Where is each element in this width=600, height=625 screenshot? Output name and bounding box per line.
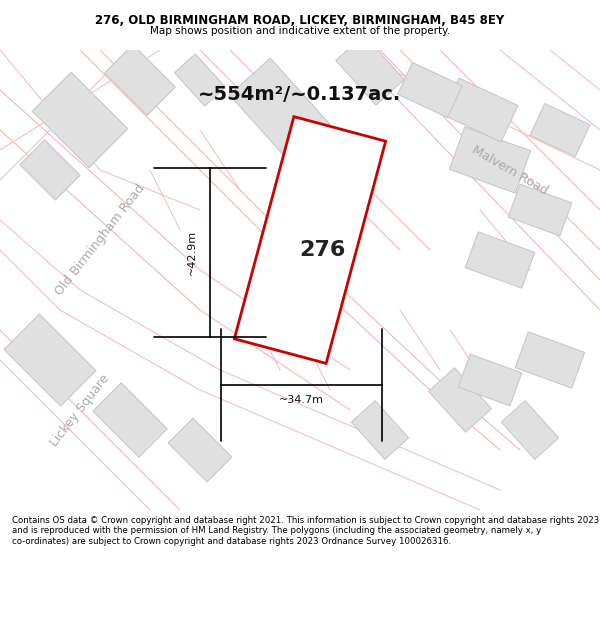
Polygon shape <box>502 401 559 459</box>
Text: 276, OLD BIRMINGHAM ROAD, LICKEY, BIRMINGHAM, B45 8EY: 276, OLD BIRMINGHAM ROAD, LICKEY, BIRMIN… <box>95 14 505 27</box>
Polygon shape <box>175 54 226 106</box>
Polygon shape <box>104 44 175 116</box>
Text: Old Birmingham Road: Old Birmingham Road <box>53 182 148 298</box>
Polygon shape <box>515 332 584 388</box>
Polygon shape <box>20 140 80 200</box>
Text: Contains OS data © Crown copyright and database right 2021. This information is : Contains OS data © Crown copyright and d… <box>12 516 599 546</box>
Polygon shape <box>235 117 386 363</box>
Polygon shape <box>32 72 128 168</box>
Text: ~42.9m: ~42.9m <box>187 230 197 275</box>
Polygon shape <box>458 354 522 406</box>
Polygon shape <box>449 127 530 193</box>
Polygon shape <box>466 232 535 288</box>
Polygon shape <box>168 418 232 482</box>
Text: Lickey Square: Lickey Square <box>48 371 112 449</box>
Text: ~34.7m: ~34.7m <box>279 395 324 405</box>
Polygon shape <box>352 401 409 459</box>
Polygon shape <box>336 35 404 105</box>
Text: 276: 276 <box>299 240 345 260</box>
Text: Malvern Road: Malvern Road <box>470 143 550 197</box>
Polygon shape <box>428 368 491 432</box>
Polygon shape <box>93 383 167 457</box>
Text: Map shows position and indicative extent of the property.: Map shows position and indicative extent… <box>150 26 450 36</box>
Polygon shape <box>442 78 518 142</box>
Polygon shape <box>292 131 368 209</box>
Polygon shape <box>530 104 590 156</box>
Polygon shape <box>398 62 463 118</box>
Polygon shape <box>4 314 96 406</box>
Text: ~554m²/~0.137ac.: ~554m²/~0.137ac. <box>199 86 401 104</box>
Polygon shape <box>508 184 572 236</box>
Polygon shape <box>229 58 331 162</box>
